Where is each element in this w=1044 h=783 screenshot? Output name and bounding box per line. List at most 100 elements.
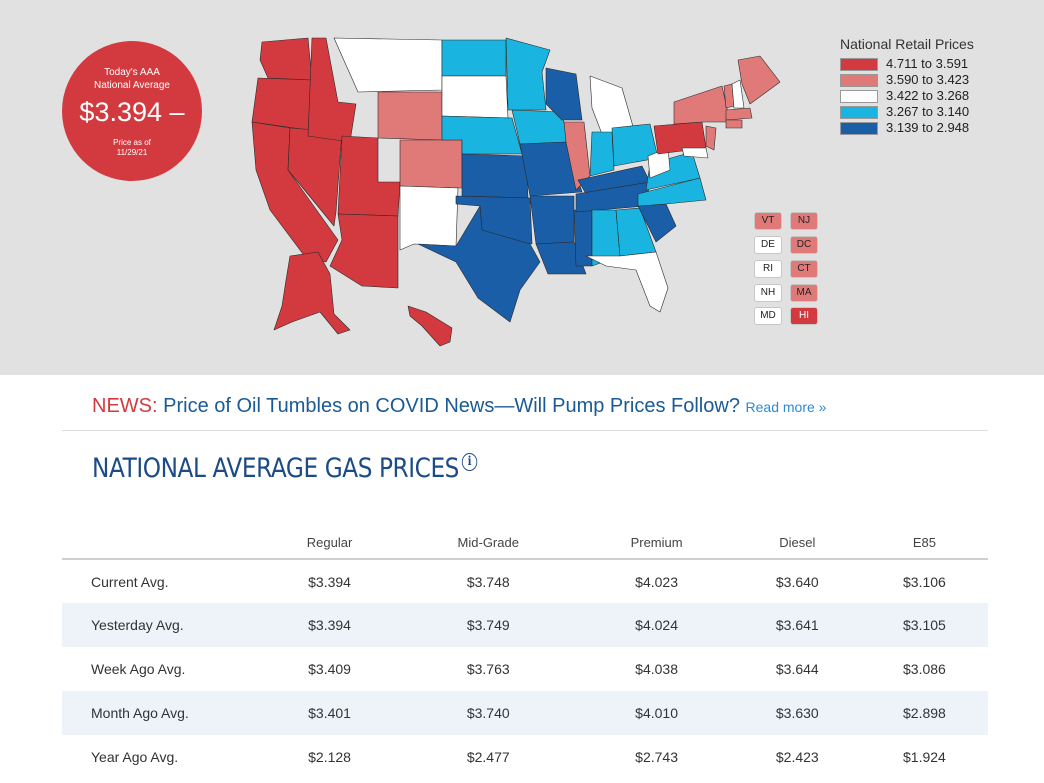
legend-item: 3.139 to 2.948 [840,120,974,136]
table-row: Yesterday Avg. $3.394 $3.749 $4.024 $3.6… [62,603,988,647]
state-nj-map[interactable] [705,125,717,151]
state-tx[interactable] [417,205,541,323]
row-label: Current Avg. [91,573,169,590]
state-nm[interactable] [399,185,459,251]
state-nh-map[interactable] [731,79,745,109]
state-in[interactable] [589,131,615,177]
state-wy[interactable] [377,91,443,141]
price-cell: $3.394 [308,573,351,590]
state-box-ma[interactable]: MA [790,284,818,302]
state-ak[interactable] [273,251,351,335]
state-mi[interactable] [589,75,635,135]
price-cell: $2.128 [308,749,351,765]
divider [62,430,988,431]
state-ut[interactable] [337,135,401,217]
column-header: Diesel [733,527,861,560]
state-la[interactable] [535,241,587,275]
national-average-badge: Today's AAA National Average $3.394 – Pr… [62,41,202,181]
state-mn[interactable] [505,37,551,111]
legend-item: 4.711 to 3.591 [840,56,974,72]
read-more-link[interactable]: Read more » [745,399,827,415]
state-ct-map[interactable] [725,119,743,129]
price-cell: $3.401 [262,691,398,735]
row-label: Week Ago Avg. [91,661,186,677]
state-md-map[interactable] [681,147,709,159]
us-price-map [251,37,781,347]
state-co[interactable] [399,139,463,189]
badge-price-row: $3.394 – [62,97,202,127]
price-cell: $2.477 [466,749,510,765]
state-box-dc[interactable]: DC [790,236,818,254]
badge-trend: – [169,97,185,127]
price-cell: $3.394 [262,603,398,647]
state-hi[interactable] [407,305,453,347]
price-cell: $1.924 [903,749,946,765]
section-title: NATIONAL AVERAGE GAS PRICES [92,453,460,484]
state-box-vt[interactable]: VT [754,212,782,230]
badge-date: 11/29/21 [116,148,148,157]
price-cell: $4.023 [635,573,678,590]
state-box-nh[interactable]: NH [754,284,782,302]
price-cell: $4.010 [579,691,734,735]
legend-range: 4.711 to 3.591 [886,56,969,71]
state-ma-map[interactable] [725,107,753,121]
price-cell: $3.086 [903,661,946,677]
legend-item: 3.267 to 3.140 [840,104,974,120]
column-header: Premium [579,527,734,560]
state-nd[interactable] [441,39,507,77]
table-row: Year Ago Avg. $2.128 $2.477 $2.743 $2.42… [62,735,988,779]
state-fl[interactable] [585,251,669,313]
state-me[interactable] [737,55,781,105]
state-wi[interactable] [545,67,583,121]
state-ks[interactable] [461,153,529,199]
state-or[interactable] [251,77,313,131]
price-cell: $3.641 [733,603,861,647]
state-box-de[interactable]: DE [754,236,782,254]
state-box-hi[interactable]: HI [790,307,818,325]
price-cell: $4.038 [635,661,678,677]
badge-asof-label: Price as of [113,138,151,147]
legend-range: 3.267 to 3.140 [886,104,970,119]
state-nc[interactable] [637,177,707,207]
row-label: Year Ago Avg. [91,749,179,765]
price-cell: $3.749 [397,603,580,647]
section-heading: NATIONAL AVERAGE GAS PRICES i [92,453,478,484]
state-mo[interactable] [519,141,583,197]
gas-price-table: Regular Mid-Grade Premium Diesel E85 Cur… [62,527,988,779]
state-ny[interactable] [673,85,731,125]
state-box-ct[interactable]: CT [790,260,818,278]
state-id[interactable] [307,37,357,143]
badge-price: $3.394 [79,97,163,127]
state-box-md[interactable]: MD [754,307,782,325]
price-cell: $3.740 [397,691,580,735]
legend-range: 3.139 to 2.948 [886,120,970,135]
state-box-nj[interactable]: NJ [790,212,818,230]
price-cell: $2.743 [635,749,678,765]
table-row: Current Avg. $3.394 $3.748 $4.023 $3.640… [62,559,988,603]
state-az[interactable] [329,213,399,289]
table-header-row: Regular Mid-Grade Premium Diesel E85 [62,527,988,560]
legend-swatch [840,121,878,135]
state-box-ri[interactable]: RI [754,260,782,278]
map-section: Today's AAA National Average $3.394 – Pr… [0,0,1044,375]
state-mt[interactable] [333,37,443,93]
price-cell: $3.644 [775,661,819,677]
news-label: NEWS: [92,395,158,417]
price-cell: $3.409 [308,661,351,677]
table-row: Week Ago Avg. $3.409 $3.763 $4.038 $3.64… [62,647,988,691]
table-row: Month Ago Avg. $3.401 $3.740 $4.010 $3.6… [62,691,988,735]
legend-item: 3.422 to 3.268 [840,88,974,104]
legend-range: 3.590 to 3.423 [886,72,970,87]
state-ar[interactable] [529,195,575,245]
row-label: Month Ago Avg. [62,691,262,735]
badge-line1: Today's AAA [104,67,160,78]
price-cell: $4.024 [579,603,734,647]
news-headline-link[interactable]: Price of Oil Tumbles on COVID News—Will … [163,395,740,417]
state-sd[interactable] [441,75,509,119]
legend-swatch [840,57,878,71]
column-header: E85 [860,527,988,560]
legend-swatch [840,73,878,87]
price-cell: $3.630 [733,691,861,735]
info-icon[interactable]: i [461,453,478,471]
state-wa[interactable] [259,37,313,81]
